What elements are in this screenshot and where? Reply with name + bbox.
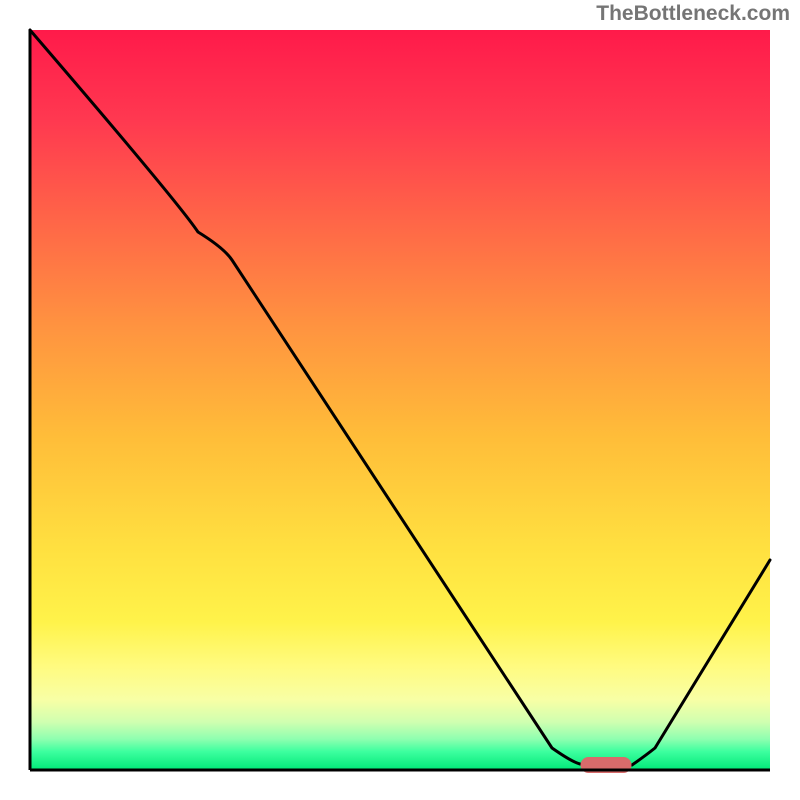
watermark-text: TheBottleneck.com xyxy=(596,2,790,26)
bottleneck-chart xyxy=(0,0,800,800)
plot-background xyxy=(30,30,770,770)
